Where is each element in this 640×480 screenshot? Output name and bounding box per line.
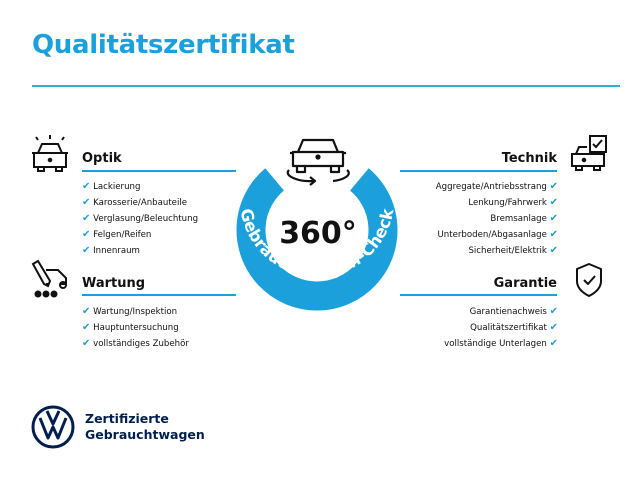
list-item: ✔ Hauptuntersuchung bbox=[82, 322, 179, 333]
check-icon: ✔ bbox=[549, 229, 558, 240]
list-item: vollständige Unterlagen ✔ bbox=[444, 338, 558, 349]
section-title-garantie: Garantie bbox=[493, 276, 557, 291]
list-optik: ✔ Lackierung ✔ Karosserie/Anbauteile ✔ V… bbox=[82, 179, 198, 259]
list-item: Bremsanlage ✔ bbox=[490, 213, 558, 224]
list-wartung: ✔ Wartung/Inspektion ✔ Hauptuntersuchung… bbox=[82, 304, 189, 352]
service-tools-icon bbox=[31, 259, 67, 298]
section-title-technik: Technik bbox=[501, 151, 557, 166]
car-rotate-icon bbox=[286, 138, 350, 186]
list-item: ✔ Karosserie/Anbauteile bbox=[82, 197, 188, 208]
check-icon: ✔ bbox=[549, 245, 558, 256]
check-icon: ✔ bbox=[549, 181, 558, 192]
list-item: ✔ Innenraum bbox=[82, 245, 140, 256]
check-icon: ✔ bbox=[549, 213, 558, 224]
brand-line-2: Gebrauchtwagen bbox=[85, 427, 205, 442]
degrees-label: 360° bbox=[279, 216, 357, 251]
check-icon: ✔ bbox=[82, 338, 91, 349]
section-divider-wartung bbox=[82, 294, 236, 296]
check-icon: ✔ bbox=[549, 322, 558, 333]
section-title-wartung: Wartung bbox=[82, 276, 146, 291]
check-icon: ✔ bbox=[82, 197, 91, 208]
list-item: ✔ Felgen/Reifen bbox=[82, 229, 152, 240]
car-checkbox-icon bbox=[571, 135, 607, 171]
section-divider-optik bbox=[82, 170, 236, 172]
section-divider-technik bbox=[400, 170, 557, 172]
list-item: ✔ Wartung/Inspektion bbox=[82, 306, 178, 317]
check-icon: ✔ bbox=[82, 229, 91, 240]
brand-line-1: Zertifizierte bbox=[85, 411, 169, 426]
check-icon: ✔ bbox=[82, 306, 91, 317]
check-icon: ✔ bbox=[549, 338, 558, 349]
ring-arc bbox=[236, 168, 398, 311]
check-icon: ✔ bbox=[82, 245, 91, 256]
list-item: ✔ Lackierung bbox=[82, 181, 141, 192]
section-title-optik: Optik bbox=[82, 151, 122, 166]
page-title: Qualitätszertifikat bbox=[32, 30, 295, 60]
check-icon: ✔ bbox=[549, 306, 558, 317]
section-divider-garantie bbox=[400, 294, 557, 296]
vw-logo bbox=[31, 405, 75, 449]
title-divider bbox=[32, 85, 620, 87]
brand-text: Zertifizierte Gebrauchtwagen bbox=[85, 411, 205, 443]
list-item: ✔ vollständiges Zubehör bbox=[82, 338, 189, 349]
shield-check-icon bbox=[576, 263, 602, 297]
list-item: Qualitätszertifikat ✔ bbox=[470, 322, 558, 333]
list-garantie: Garantienachweis ✔ Qualitätszertifikat ✔… bbox=[400, 304, 558, 352]
check-icon: ✔ bbox=[82, 181, 91, 192]
list-item: Lenkung/Fahrwerk ✔ bbox=[468, 197, 558, 208]
check-icon: ✔ bbox=[82, 213, 91, 224]
check-icon: ✔ bbox=[549, 197, 558, 208]
list-technik: Aggregate/Antriebsstrang ✔ Lenkung/Fahrw… bbox=[400, 179, 558, 259]
check-icon: ✔ bbox=[82, 322, 91, 333]
list-item: Sicherheit/Elektrik ✔ bbox=[468, 245, 558, 256]
list-item: ✔ Verglasung/Beleuchtung bbox=[82, 213, 199, 224]
car-lights-icon bbox=[32, 135, 68, 172]
list-item: Unterboden/Abgasanlage ✔ bbox=[437, 229, 559, 240]
list-item: Aggregate/Antriebsstrang ✔ bbox=[435, 181, 558, 192]
list-item: Garantienachweis ✔ bbox=[469, 306, 558, 317]
